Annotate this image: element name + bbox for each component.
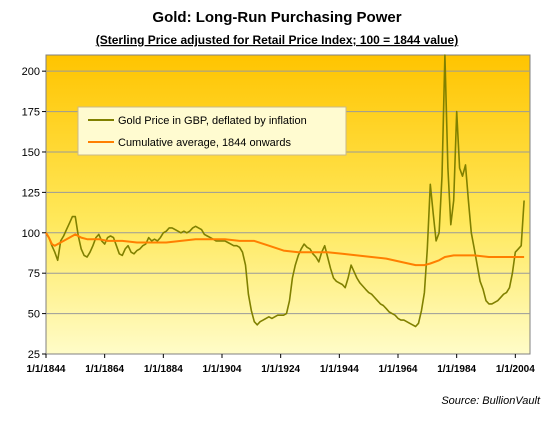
- x-tick-label: 1/1/2004: [496, 364, 535, 375]
- gold-price-line: [45, 54, 525, 328]
- y-axis-ticks: 25 50 75 100 125 150 175 200: [22, 66, 46, 361]
- x-tick-label: 1/1/1924: [261, 364, 300, 375]
- chart-title: Gold: Long-Run Purchasing Power: [152, 9, 401, 26]
- y-tick-label: 50: [28, 309, 40, 321]
- source-note: Source: BullionVault: [441, 395, 541, 407]
- chart-subtitle: (Sterling Price adjusted for Retail Pric…: [96, 33, 458, 47]
- x-axis-ticks: 1/1/1844 1/1/1864 1/1/1884 1/1/1904 1/1/1924…: [27, 354, 535, 375]
- y-tick-label: 175: [22, 107, 40, 119]
- x-tick-label: 1/1/1984: [437, 364, 476, 375]
- y-tick-label: 100: [22, 228, 40, 240]
- x-tick-label: 1/1/1964: [379, 364, 418, 375]
- series-layer: [45, 54, 525, 328]
- x-tick-label: 1/1/1864: [85, 364, 124, 375]
- y-tick-label: 125: [22, 187, 40, 199]
- legend-label-gold: Gold Price in GBP, deflated by inflation: [118, 115, 307, 127]
- y-tick-label: 150: [22, 147, 40, 159]
- legend-box: [77, 106, 347, 156]
- x-tick-label: 1/1/1884: [144, 364, 183, 375]
- y-tick-label: 25: [28, 349, 40, 361]
- y-tick-label: 200: [22, 66, 40, 78]
- legend-label-average: Cumulative average, 1844 onwards: [118, 137, 292, 149]
- x-tick-label: 1/1/1844: [27, 364, 66, 375]
- y-tick-label: 75: [28, 268, 40, 280]
- legend: Gold Price in GBP, deflated by inflation…: [77, 106, 347, 156]
- x-tick-label: 1/1/1944: [320, 364, 359, 375]
- x-tick-label: 1/1/1904: [203, 364, 242, 375]
- cumulative-average-line: [45, 232, 525, 267]
